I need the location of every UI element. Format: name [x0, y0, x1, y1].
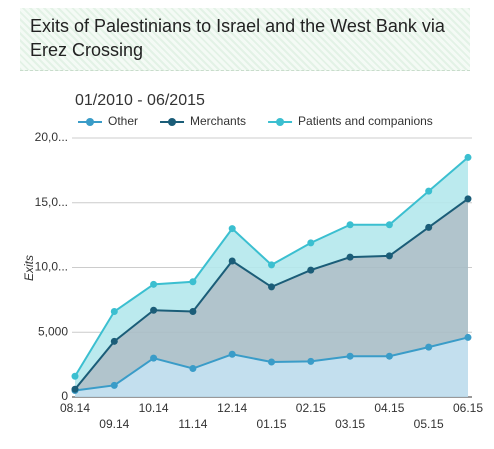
y-tick-label: 10,0... [35, 260, 68, 274]
data-point [150, 306, 158, 314]
x-tick-label: 04.15 [374, 401, 404, 415]
data-point [307, 239, 315, 247]
data-point [425, 223, 433, 231]
x-tick-label: 06.15 [453, 401, 483, 415]
x-tick-label: 09.14 [99, 417, 129, 431]
x-tick-label: 10.14 [139, 401, 169, 415]
x-tick-label: 11.14 [178, 417, 207, 431]
data-point [268, 261, 275, 269]
y-tick-label: 20,0... [35, 130, 68, 144]
x-tick-label: 12.14 [217, 401, 247, 415]
data-point [464, 333, 472, 341]
legend-label: Merchants [190, 114, 246, 128]
x-tick-label: 03.15 [335, 417, 365, 431]
data-point [385, 252, 393, 260]
data-point [71, 372, 79, 380]
data-point [189, 308, 197, 316]
data-point [150, 280, 158, 288]
legend-marker [168, 118, 177, 126]
data-point [307, 266, 315, 274]
area [75, 198, 468, 391]
data-point [346, 253, 354, 261]
area [75, 157, 468, 390]
data-point [346, 352, 354, 360]
data-point [425, 343, 433, 351]
data-point [110, 337, 118, 345]
y-axis-label: Exits [22, 255, 36, 281]
x-tick-label: 01.15 [256, 417, 286, 431]
data-point [464, 153, 472, 161]
data-point [268, 283, 275, 291]
legend-label: Patients and companions [298, 114, 433, 128]
data-point [110, 308, 118, 316]
x-tick-label: 05.15 [414, 417, 444, 431]
x-tick-label: 02.15 [296, 401, 326, 415]
data-point [189, 365, 197, 373]
data-point [346, 221, 354, 229]
chart-subtitle: 01/2010 - 06/2015 [75, 92, 205, 109]
data-point [228, 350, 236, 358]
data-point [464, 195, 472, 203]
data-point [228, 257, 236, 265]
y-tick-label: 5,000 [38, 324, 68, 338]
y-tick-label: 15,0... [35, 195, 68, 209]
chart-title: Exits of Palestinians to Israel and the … [20, 8, 470, 71]
data-point [425, 187, 433, 195]
data-point [385, 352, 393, 360]
x-tick-label: 08.14 [60, 401, 90, 415]
area [75, 337, 468, 397]
legend-marker [86, 118, 94, 126]
data-point [189, 278, 197, 286]
legend-marker [276, 118, 285, 126]
data-point [268, 358, 275, 366]
data-point [385, 221, 393, 229]
data-point [307, 357, 315, 365]
data-point [150, 354, 158, 362]
data-point [110, 381, 118, 389]
y-tick-label: 0 [61, 389, 68, 403]
data-point [71, 385, 79, 393]
data-point [228, 225, 236, 233]
legend-label: Other [108, 114, 138, 128]
